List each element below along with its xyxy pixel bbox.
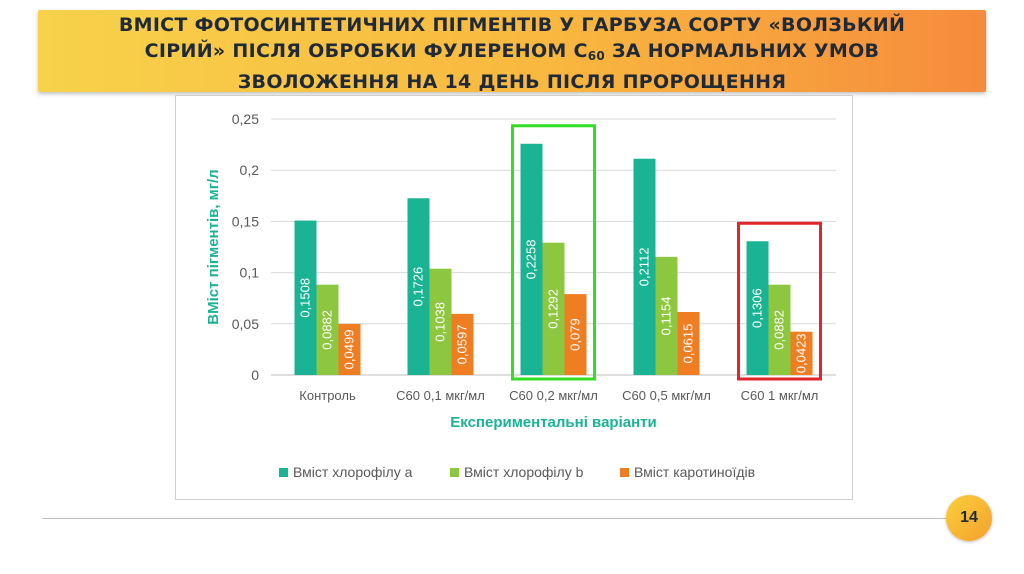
bar <box>316 284 339 375</box>
title-line-3: ЗВОЛОЖЕННЯ НА 14 ДЕНЬ ПІСЛЯ ПРОРОЩЕННЯ <box>237 71 787 93</box>
legend-label: Вміст хлорофілу b <box>464 464 584 480</box>
bar <box>451 313 474 375</box>
legend-swatch <box>620 468 629 477</box>
bar <box>429 268 452 375</box>
x-tick-label: С60 0,1 мкг/мл <box>396 388 485 403</box>
page-number-badge: 14 <box>946 495 992 541</box>
bar <box>564 294 587 375</box>
bar-chart: 0 0,05 0,1 0,15 0,2 0,25 0,1508 0,0882 0,0499 Кон… <box>205 111 836 480</box>
title-banner <box>38 10 986 92</box>
highlight-box <box>737 221 822 381</box>
data-label: 0,0615 <box>681 324 696 364</box>
legend-swatch <box>450 468 459 477</box>
y-tick-label: 0,1 <box>240 265 260 281</box>
data-label: 0,1508 <box>298 278 313 318</box>
bar <box>294 220 317 375</box>
title-line-1: ВМІСТ ФОТОСИНТЕТИЧНИХ ПІГМЕНТІВ У ГАРБУЗ… <box>118 14 906 36</box>
bar <box>746 241 769 375</box>
x-tick-label: С60 0,5 мкг/мл <box>622 388 711 403</box>
legend-swatch <box>279 468 288 477</box>
highlight-box <box>511 124 596 381</box>
y-tick-label: 0,05 <box>232 316 259 332</box>
data-label: 0,1306 <box>750 288 765 328</box>
x-tick-label: С60 0,2 мкг/мл <box>509 388 598 403</box>
y-tick-label: 0,15 <box>232 213 259 229</box>
title-line-2: СІРИЙ» ПІСЛЯ ОБРОБКИ ФУЛЕРЕНОМ С60 ЗА НО… <box>40 38 984 69</box>
bar <box>407 198 430 375</box>
bar <box>338 323 361 375</box>
title-line-2-start: СІРИЙ» ПІСЛЯ ОБРОБКИ ФУЛЕРЕНОМ С <box>144 40 588 62</box>
data-label: 0,1154 <box>659 297 674 336</box>
bar <box>542 242 565 375</box>
data-label: 0,0499 <box>342 330 357 370</box>
data-label: 0,0882 <box>772 310 787 350</box>
legend-label: Вміст хлорофілу а <box>293 464 413 480</box>
title-line-2-end: ЗА НОРМАЛЬНИХ УМОВ <box>605 40 880 62</box>
legend-label: Вміст каротиноїдів <box>634 464 755 480</box>
y-tick-label: 0 <box>251 367 259 383</box>
data-label: 0,1292 <box>546 289 561 329</box>
slide-title: ВМІСТ ФОТОСИНТЕТИЧНИХ ПІГМЕНТІВ У ГАРБУЗ… <box>40 12 984 95</box>
bar <box>790 331 813 375</box>
y-axis-title: ВМіст пігментів, мг/л <box>205 169 222 324</box>
title-subscript: 60 <box>587 49 606 63</box>
bar <box>768 284 791 375</box>
bar <box>520 143 543 375</box>
bar <box>655 256 678 375</box>
x-tick-label: Контроль <box>299 388 356 403</box>
data-label: 0,079 <box>568 318 583 351</box>
data-label: 0,1726 <box>411 267 426 307</box>
x-axis-title: Експериментальні варіанти <box>450 414 656 431</box>
footer-divider <box>42 518 950 519</box>
data-label: 0,0423 <box>794 333 809 373</box>
y-tick-label: 0,25 <box>232 111 259 127</box>
data-label: 0,2112 <box>637 247 652 286</box>
x-tick-label: С60 1 мкг/мл <box>741 388 819 403</box>
chart-frame: 0 0,05 0,1 0,15 0,2 0,25 0,1508 0,0882 0,0499 Кон… <box>175 95 853 500</box>
bar <box>677 312 700 375</box>
data-label: 0,2258 <box>524 240 539 280</box>
data-label: 0,0597 <box>455 325 470 365</box>
y-tick-label: 0,2 <box>240 162 260 178</box>
data-label: 0,1038 <box>433 302 448 342</box>
data-label: 0,0882 <box>320 310 335 350</box>
page-number: 14 <box>960 509 978 526</box>
bar <box>633 158 656 375</box>
